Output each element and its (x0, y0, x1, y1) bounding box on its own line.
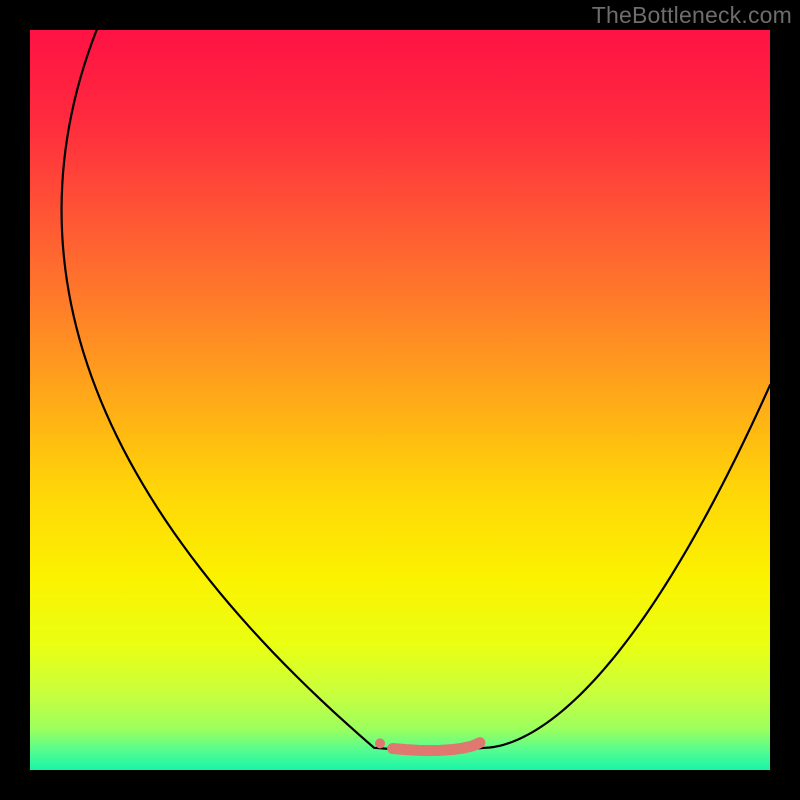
current-config-dot (375, 738, 385, 748)
watermark-text: TheBottleneck.com (592, 2, 792, 29)
bottleneck-chart (0, 0, 800, 800)
chart-gradient-bg (30, 30, 770, 770)
